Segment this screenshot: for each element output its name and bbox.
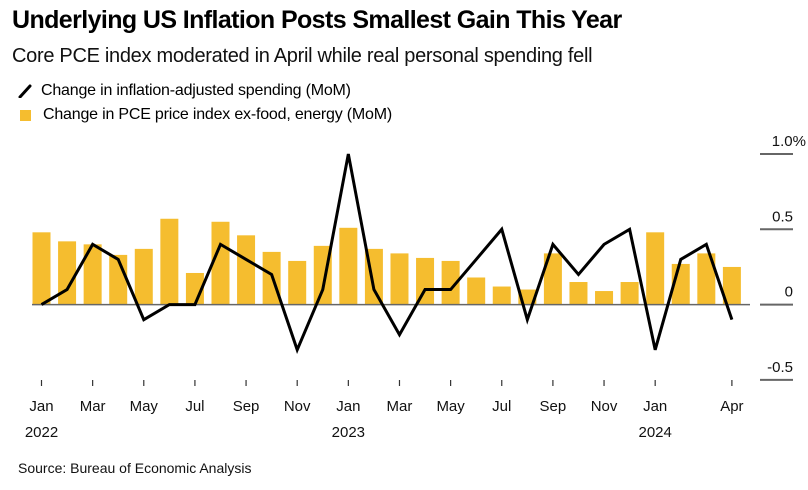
legend-item-spending: Change in inflation-adjusted spending (M… xyxy=(18,79,392,103)
legend-label-core-pce: Change in PCE price index ex-food, energ… xyxy=(43,106,392,123)
x-axis: Jan 2022 Mar May Jul Sep Nov Jan 2023 Mar May Jul Se… xyxy=(25,380,744,441)
bar-14 xyxy=(390,253,409,305)
y-tick-label-2: 0 xyxy=(785,284,793,301)
bar-0 xyxy=(32,232,51,305)
y-tick-label-1: 0.5 xyxy=(772,208,793,225)
x-tick-label-3: Jul xyxy=(185,398,204,415)
bar-27 xyxy=(722,266,741,305)
chart-plot: 1.0% 0.5 0 -0.5 Jan 2022 Mar May Jul Sep Nov Jan 20… xyxy=(25,133,806,441)
bar-17 xyxy=(467,277,486,305)
chart-title: Underlying US Inflation Posts Smallest G… xyxy=(12,6,622,34)
bar-18 xyxy=(492,286,511,305)
x-tick-label-0: Jan xyxy=(29,398,53,415)
line-slash-icon xyxy=(18,84,32,98)
bar-series xyxy=(32,218,741,305)
bar-16 xyxy=(441,260,460,305)
source-note: Source: Bureau of Economic Analysis xyxy=(18,460,252,476)
x-tick-label-12: Jan xyxy=(643,398,667,415)
bar-21 xyxy=(569,282,588,305)
legend-label-spending: Change in inflation-adjusted spending (M… xyxy=(41,82,351,99)
x-tick-label-10: Sep xyxy=(540,398,567,415)
x-tick-label-7: Mar xyxy=(387,398,413,415)
bar-5 xyxy=(160,218,179,305)
bar-7 xyxy=(211,221,230,305)
bar-15 xyxy=(416,257,435,305)
bar-4 xyxy=(134,248,153,305)
y-axis: 1.0% 0.5 0 -0.5 xyxy=(760,133,806,381)
chart-subtitle: Core PCE index moderated in April while … xyxy=(12,45,593,67)
bar-12 xyxy=(339,227,358,305)
x-tick-label-13: Apr xyxy=(720,398,743,415)
y-tick-label-0: 1.0% xyxy=(772,133,806,150)
legend-item-core-pce: Change in PCE price index ex-food, energ… xyxy=(18,103,392,127)
x-tick-label-5: Nov xyxy=(284,398,311,415)
bar-2 xyxy=(83,244,102,305)
bar-22 xyxy=(595,291,614,305)
spending-line xyxy=(40,153,734,354)
x-tick-label-2: May xyxy=(130,398,159,415)
bar-26 xyxy=(697,253,716,305)
legend: Change in inflation-adjusted spending (M… xyxy=(18,79,392,127)
x-tick-label-11: Nov xyxy=(591,398,618,415)
bar-24 xyxy=(646,232,665,305)
x-tick-year-12: 2024 xyxy=(638,424,671,441)
bar-20 xyxy=(543,253,562,305)
x-tick-label-8: May xyxy=(436,398,465,415)
x-tick-year-6: 2023 xyxy=(332,424,365,441)
bar-23 xyxy=(620,282,639,305)
bar-1 xyxy=(58,241,77,305)
bar-8 xyxy=(237,235,256,305)
x-tick-label-1: Mar xyxy=(80,398,106,415)
x-tick-label-9: Jul xyxy=(492,398,511,415)
square-icon xyxy=(20,109,31,121)
x-tick-label-4: Sep xyxy=(233,398,260,415)
y-tick-label-3: -0.5 xyxy=(767,359,793,376)
bar-10 xyxy=(288,260,307,305)
x-tick-label-6: Jan xyxy=(336,398,360,415)
x-tick-year-0: 2022 xyxy=(25,424,58,441)
